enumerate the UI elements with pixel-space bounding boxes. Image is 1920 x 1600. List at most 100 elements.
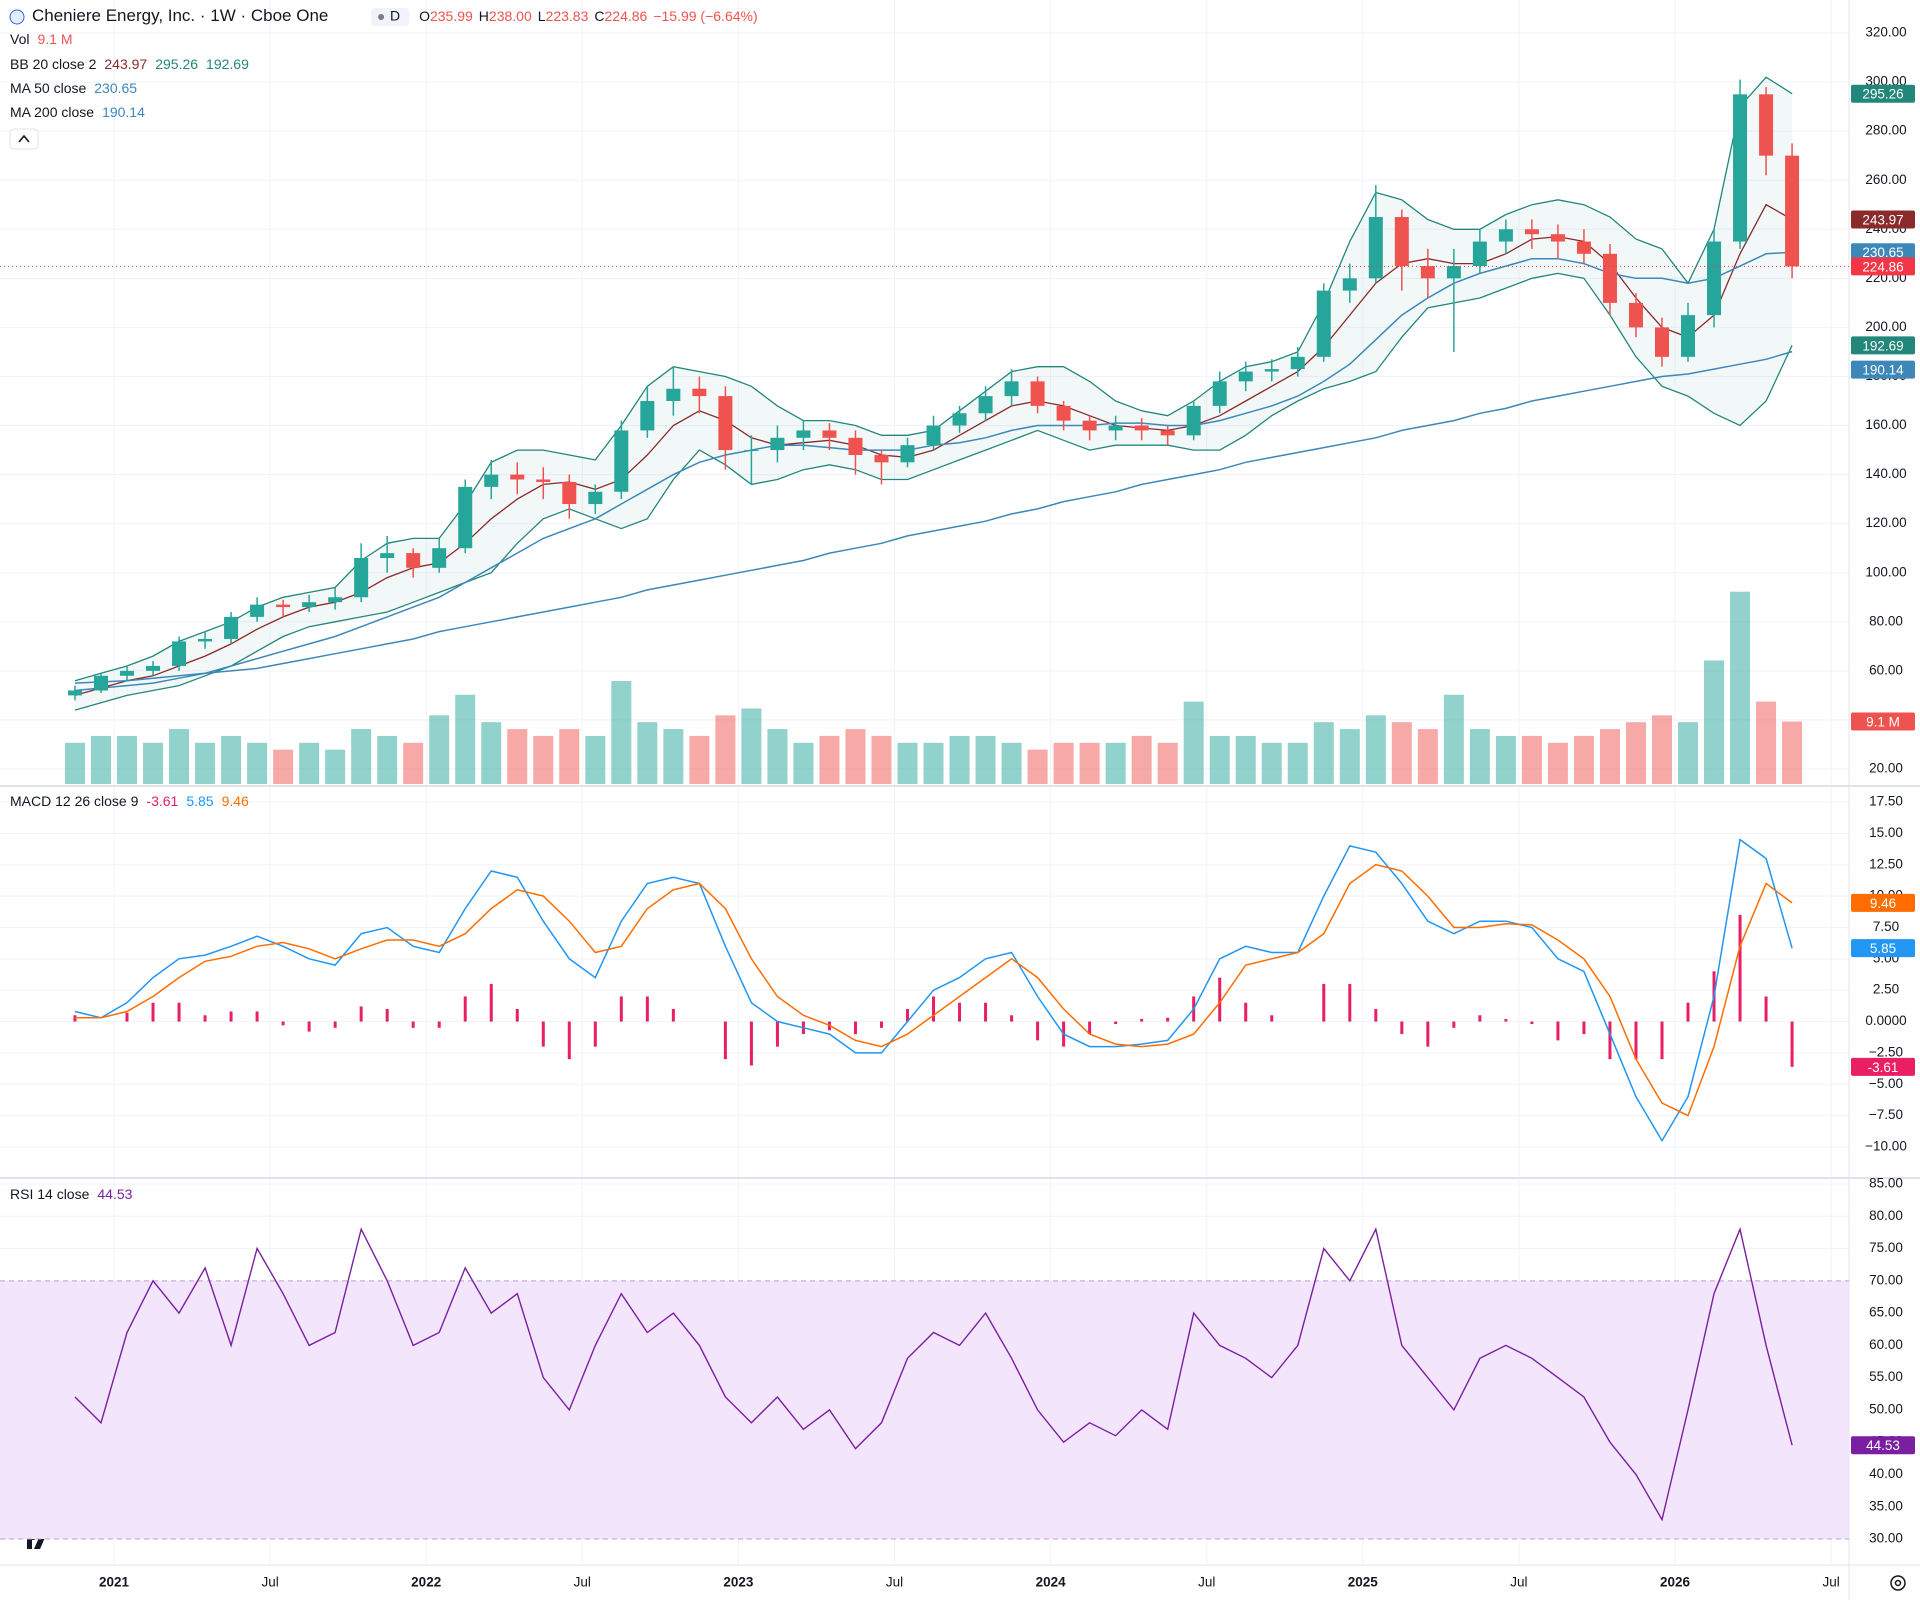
y-tick-label: 320.00	[1865, 25, 1906, 40]
ohlc-value: 235.99	[430, 8, 473, 24]
volume-bar	[1651, 715, 1672, 784]
badge-label: 295.26	[1862, 86, 1903, 101]
legend-text: 295.26	[155, 56, 198, 72]
y-tick-label: 80.00	[1869, 613, 1903, 628]
badge-text: 224.86	[1862, 259, 1903, 274]
candle-body	[67, 690, 82, 696]
price-badge	[1851, 1436, 1915, 1455]
candle-body	[692, 388, 707, 397]
candle-body	[1082, 420, 1097, 431]
candle-body	[1342, 278, 1357, 291]
volume-bar	[793, 742, 814, 784]
y-tick-label: 160.00	[1865, 417, 1906, 432]
volume-bar	[221, 735, 242, 784]
volume-bar	[1313, 722, 1334, 784]
candle-body	[848, 437, 863, 455]
y-tick-label: 55.00	[1869, 1369, 1903, 1384]
x-tick-label: Jul	[1822, 1575, 1839, 1590]
candle-body	[1160, 430, 1175, 436]
candle-body	[224, 616, 239, 639]
candle-body	[1212, 381, 1227, 406]
candle-body	[302, 602, 317, 608]
candle-body	[978, 396, 993, 414]
volume-bar	[1079, 742, 1100, 784]
y-tick-label: 40.00	[1869, 1466, 1903, 1481]
ohlc-label: L	[538, 8, 546, 24]
volume-bar	[455, 694, 476, 784]
candle-body	[1316, 290, 1331, 357]
y-tick-label: −5.00	[1869, 1076, 1903, 1091]
y-tick-label: −2.50	[1869, 1044, 1903, 1059]
chevron-icon	[18, 134, 30, 143]
badge-label: 224.86	[1862, 259, 1903, 274]
volume-bar	[143, 742, 164, 784]
badge-text: 230.65	[1862, 245, 1903, 260]
volume-bar	[1053, 742, 1074, 784]
legend-text: RSI 14 close	[10, 1186, 90, 1202]
volume-bar	[1105, 742, 1126, 784]
y-tick-label: 17.50	[1869, 794, 1903, 809]
y-tick-label: −7.50	[1869, 1107, 1903, 1122]
volume-bar	[1131, 735, 1152, 784]
legend-text: M	[57, 31, 73, 47]
price-badge	[1851, 243, 1915, 262]
status-badge-label: D	[390, 8, 400, 24]
candle-body	[198, 638, 213, 642]
candle-body	[822, 430, 837, 438]
volume-bar	[1599, 729, 1620, 784]
candle-body	[900, 445, 915, 463]
volume-bar	[507, 729, 528, 784]
y-tick-label: 30.00	[1869, 1531, 1903, 1546]
rsi-band	[0, 1280, 1849, 1539]
legend-text: 44.53	[97, 1186, 132, 1202]
volume-bar	[429, 715, 450, 784]
badge-text: 5.85	[1870, 941, 1896, 956]
ohlc-value: 223.83	[546, 8, 589, 24]
ohlc-label: O	[419, 8, 430, 24]
moving-average	[74, 251, 1793, 692]
candle-body	[1004, 381, 1019, 397]
volume-bar	[1495, 735, 1516, 784]
ohlc-change: −15.99 (−6.64%)	[653, 8, 757, 24]
volume-bar	[351, 729, 372, 784]
volume-bar	[1417, 729, 1438, 784]
volume-bar	[741, 708, 762, 784]
x-tick-label: Jul	[1198, 1575, 1215, 1590]
x-tick-label: 2023	[723, 1575, 754, 1590]
ohlc-value: 224.86	[605, 8, 648, 24]
candle-body	[1420, 266, 1435, 279]
candle-body	[1368, 217, 1383, 279]
price-badge	[1851, 1057, 1915, 1076]
band-fill	[74, 77, 1793, 711]
y-tick-label: 200.00	[1865, 319, 1906, 334]
volume-bar	[1339, 729, 1360, 784]
settings-icon[interactable]	[1890, 1575, 1906, 1591]
y-tick-label: 75.00	[1869, 1240, 1903, 1255]
volume-bar	[1547, 742, 1568, 784]
collapse-button[interactable]	[9, 128, 39, 150]
volume-bar	[1235, 735, 1256, 784]
candle-body	[1576, 241, 1591, 254]
candle-body	[1733, 94, 1748, 242]
legend-text: 230.65	[94, 80, 137, 96]
candle-body	[120, 670, 135, 676]
volume-bar	[1001, 742, 1022, 784]
volume-bar	[1704, 660, 1725, 784]
candle-body	[666, 388, 681, 401]
badge-label: 5.85	[1870, 941, 1896, 956]
y-tick-label: 280.00	[1865, 123, 1906, 138]
badge-label: 44.53	[1866, 1438, 1900, 1453]
volume-bar	[64, 742, 85, 784]
badge-label: 190.14	[1862, 362, 1904, 377]
y-tick-label: 60.00	[1869, 662, 1903, 677]
y-tick-label: 60.00	[1869, 1337, 1903, 1352]
x-tick-label: Jul	[574, 1575, 591, 1590]
candle-body	[718, 396, 733, 451]
candle-body	[952, 413, 967, 426]
candle-body	[1290, 356, 1305, 370]
candle-body	[1654, 327, 1669, 357]
volume-bar	[377, 735, 398, 784]
macd-line	[75, 863, 1793, 1117]
candle-body	[380, 553, 395, 559]
badge-label: 243.97	[1862, 212, 1903, 227]
